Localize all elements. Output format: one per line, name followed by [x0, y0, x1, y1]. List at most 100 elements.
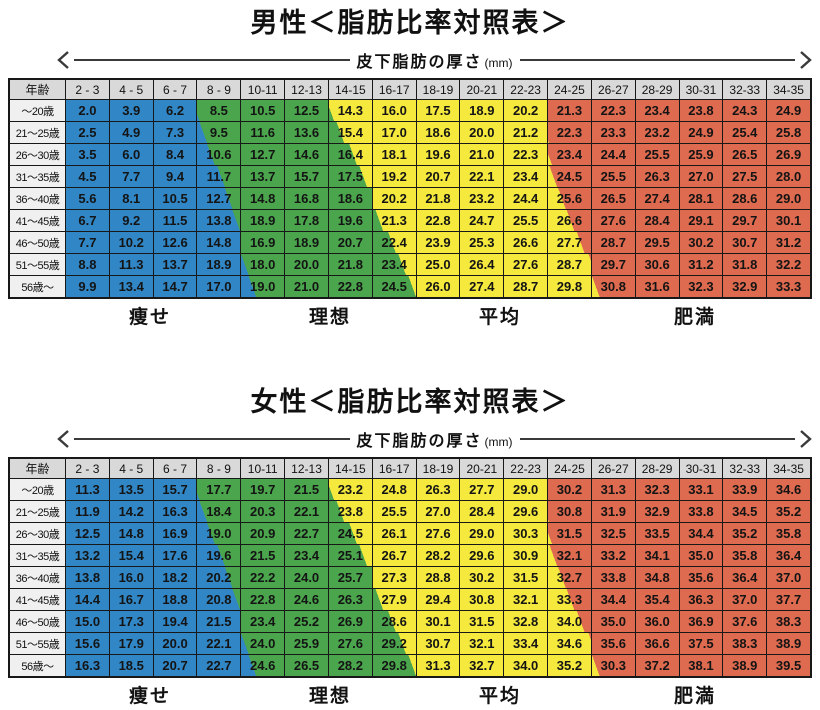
arrow-right-icon	[800, 430, 812, 448]
value-cell: 24.7	[460, 210, 504, 231]
row-header-cell: 26～30歳	[10, 144, 65, 165]
value-cell: 20.8	[197, 589, 241, 610]
value-cell: 8.1	[109, 188, 153, 209]
value-cell: 27.4	[635, 188, 679, 209]
col-header-cell: 4 - 5	[109, 80, 153, 99]
value-cell: 18.6	[328, 188, 372, 209]
value-cell: 18.2	[153, 567, 197, 588]
value-cell: 27.6	[504, 254, 548, 275]
value-cell: 24.0	[285, 567, 328, 588]
value-cell: 13.4	[109, 276, 153, 297]
axis-line-right	[519, 438, 795, 440]
value-cell: 20.0	[285, 254, 328, 275]
value-cell: 23.2	[328, 479, 372, 500]
value-cell: 29.7	[591, 254, 635, 275]
value-cell: 17.3	[109, 611, 153, 632]
value-cell: 30.1	[767, 210, 810, 231]
row-header-cell: 56歳～	[10, 655, 65, 676]
value-cell: 4.9	[109, 122, 153, 143]
col-header-cell: 30-31	[679, 459, 723, 478]
value-cell: 32.3	[635, 479, 679, 500]
value-cell: 39.5	[767, 655, 810, 676]
male-axis-arrow: 皮下脂肪の厚さ (mm)	[57, 48, 812, 72]
value-cell: 36.4	[767, 545, 810, 566]
value-cell: 23.4	[241, 611, 285, 632]
value-cell: 19.0	[197, 523, 241, 544]
value-cell: 22.1	[285, 501, 328, 522]
value-cell: 24.6	[285, 589, 328, 610]
value-cell: 22.3	[591, 100, 635, 121]
value-cell: 18.9	[241, 210, 285, 231]
value-cell: 20.7	[328, 232, 372, 253]
row-header-cell: 21～25歳	[10, 122, 65, 143]
col-header-cell: 18-19	[416, 80, 460, 99]
value-cell: 34.6	[767, 479, 810, 500]
value-cell: 32.1	[460, 633, 504, 654]
value-cell: 4.5	[66, 166, 109, 187]
value-cell: 29.6	[460, 545, 504, 566]
value-cell: 22.8	[328, 276, 372, 297]
value-cell: 31.8	[723, 254, 767, 275]
value-cell: 25.5	[591, 166, 635, 187]
value-cell: 27.4	[460, 276, 504, 297]
value-cell: 17.6	[153, 545, 197, 566]
value-cell: 30.2	[679, 232, 723, 253]
value-cell: 23.2	[460, 188, 504, 209]
value-cell: 33.8	[679, 501, 723, 522]
value-cell: 26.5	[591, 188, 635, 209]
value-cell: 23.4	[372, 254, 416, 275]
value-cell: 25.9	[679, 144, 723, 165]
col-header-cell: 14-15	[328, 459, 372, 478]
value-cell: 18.5	[109, 655, 153, 676]
value-cell: 10.5	[241, 100, 285, 121]
value-cell: 25.3	[460, 232, 504, 253]
value-cell: 33.3	[767, 276, 810, 297]
value-cell: 30.8	[591, 276, 635, 297]
value-cell: 36.4	[723, 567, 767, 588]
value-cell: 22.8	[416, 210, 460, 231]
value-cell: 30.9	[504, 545, 548, 566]
col-header-cell: 6 - 7	[153, 80, 197, 99]
value-cell: 34.6	[548, 633, 591, 654]
value-cell: 19.6	[328, 210, 372, 231]
band-label-obese: 肥満	[673, 686, 717, 707]
col-header-cell: 20-21	[460, 80, 504, 99]
value-cell: 23.8	[328, 501, 372, 522]
value-cell: 18.6	[416, 122, 460, 143]
value-cell: 28.6	[723, 188, 767, 209]
value-cell: 33.2	[591, 545, 635, 566]
value-cell: 28.8	[416, 567, 460, 588]
value-cell: 24.4	[504, 188, 548, 209]
value-cell: 25.4	[723, 122, 767, 143]
value-cell: 26.5	[285, 655, 328, 676]
value-cell: 35.8	[767, 523, 810, 544]
value-cell: 19.4	[153, 611, 197, 632]
row-header-cell: 31～35歳	[10, 545, 65, 566]
value-cell: 7.7	[66, 232, 109, 253]
value-cell: 33.5	[635, 523, 679, 544]
value-cell: 20.9	[241, 523, 285, 544]
value-cell: 26.9	[767, 144, 810, 165]
value-cell: 25.9	[285, 633, 328, 654]
value-cell: 12.5	[285, 100, 328, 121]
value-cell: 21.0	[285, 276, 328, 297]
value-cell: 22.1	[460, 166, 504, 187]
value-cell: 21.5	[197, 611, 241, 632]
value-cell: 30.1	[416, 611, 460, 632]
value-cell: 28.7	[504, 276, 548, 297]
value-cell: 24.0	[241, 633, 285, 654]
value-cell: 32.1	[504, 589, 548, 610]
axis-label: 皮下脂肪の厚さ (mm)	[355, 48, 515, 72]
value-cell: 27.5	[723, 166, 767, 187]
female-table-title: 女性＜脂肪比率対照表＞	[250, 387, 570, 417]
value-cell: 29.4	[416, 589, 460, 610]
value-cell: 13.2	[66, 545, 109, 566]
row-header-cell: 36～40歳	[10, 567, 65, 588]
value-cell: 27.7	[548, 232, 591, 253]
value-cell: 24.9	[679, 122, 723, 143]
value-cell: 32.2	[767, 254, 810, 275]
col-header-cell: 24-25	[548, 80, 591, 99]
value-cell: 22.3	[548, 122, 591, 143]
axis-line-left	[74, 59, 350, 61]
